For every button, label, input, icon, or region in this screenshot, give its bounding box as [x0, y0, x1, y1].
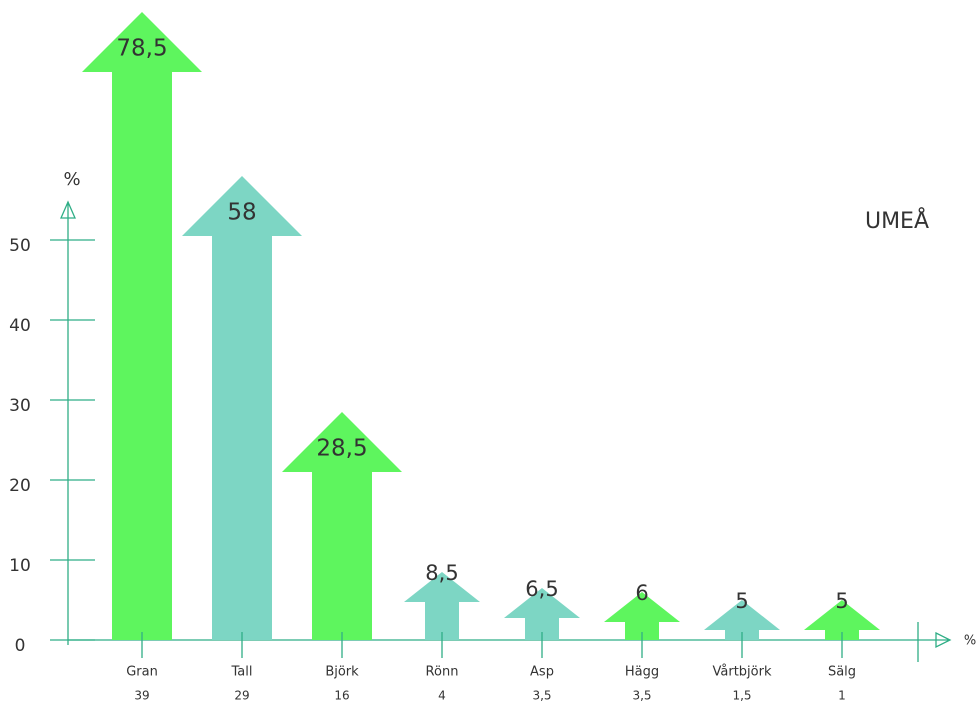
value-label: 6 — [635, 581, 648, 605]
arrow-bar — [182, 176, 302, 640]
y-tick-label: 0 — [15, 636, 26, 656]
x-tick-label: Asp — [530, 665, 554, 680]
x-tick-label: Rönn — [426, 665, 459, 680]
x-tick-label: Tall — [231, 665, 253, 680]
arrow-bar — [604, 592, 680, 640]
arrow-bar — [504, 588, 580, 640]
arrow-bar — [282, 412, 402, 640]
value-label: 6,5 — [525, 577, 558, 601]
value-label: 5 — [735, 589, 748, 613]
value-label: 8,5 — [425, 561, 458, 585]
value-label: 58 — [227, 200, 256, 226]
y-axis — [60, 200, 76, 645]
chart-title: UMEÅ — [865, 207, 929, 234]
sub-label: 1,5 — [732, 689, 751, 702]
sub-label: 3,5 — [632, 689, 651, 702]
arrow-bar — [404, 572, 480, 640]
x-axis-label: % — [964, 634, 976, 649]
y-tick-label: 30 — [9, 396, 31, 416]
x-tick-label: Björk — [325, 665, 359, 680]
value-label: 78,5 — [116, 36, 167, 62]
x-tick-label: Gran — [126, 665, 158, 680]
sub-label: 29 — [234, 689, 249, 702]
x-tick-label: Hägg — [625, 665, 659, 680]
sub-label: 39 — [134, 689, 149, 702]
x-tick-label: Sälg — [828, 665, 856, 680]
value-label: 5 — [835, 589, 848, 613]
sub-label: 1 — [838, 689, 846, 702]
x-tick-label: Vårtbjörk — [713, 665, 772, 680]
arrow-bar — [82, 12, 202, 640]
y-axis-label: % — [63, 169, 80, 190]
arrow-bar — [804, 600, 880, 640]
y-tick-label: 10 — [9, 556, 31, 576]
value-label: 28,5 — [316, 436, 367, 462]
sub-label: 16 — [334, 689, 349, 702]
sub-label: 4 — [438, 689, 446, 702]
sub-label: 3,5 — [532, 689, 551, 702]
y-tick-label: 50 — [9, 236, 31, 256]
y-tick-label: 40 — [9, 316, 31, 336]
arrow-bar — [704, 600, 780, 640]
y-tick-label: 20 — [9, 476, 31, 496]
